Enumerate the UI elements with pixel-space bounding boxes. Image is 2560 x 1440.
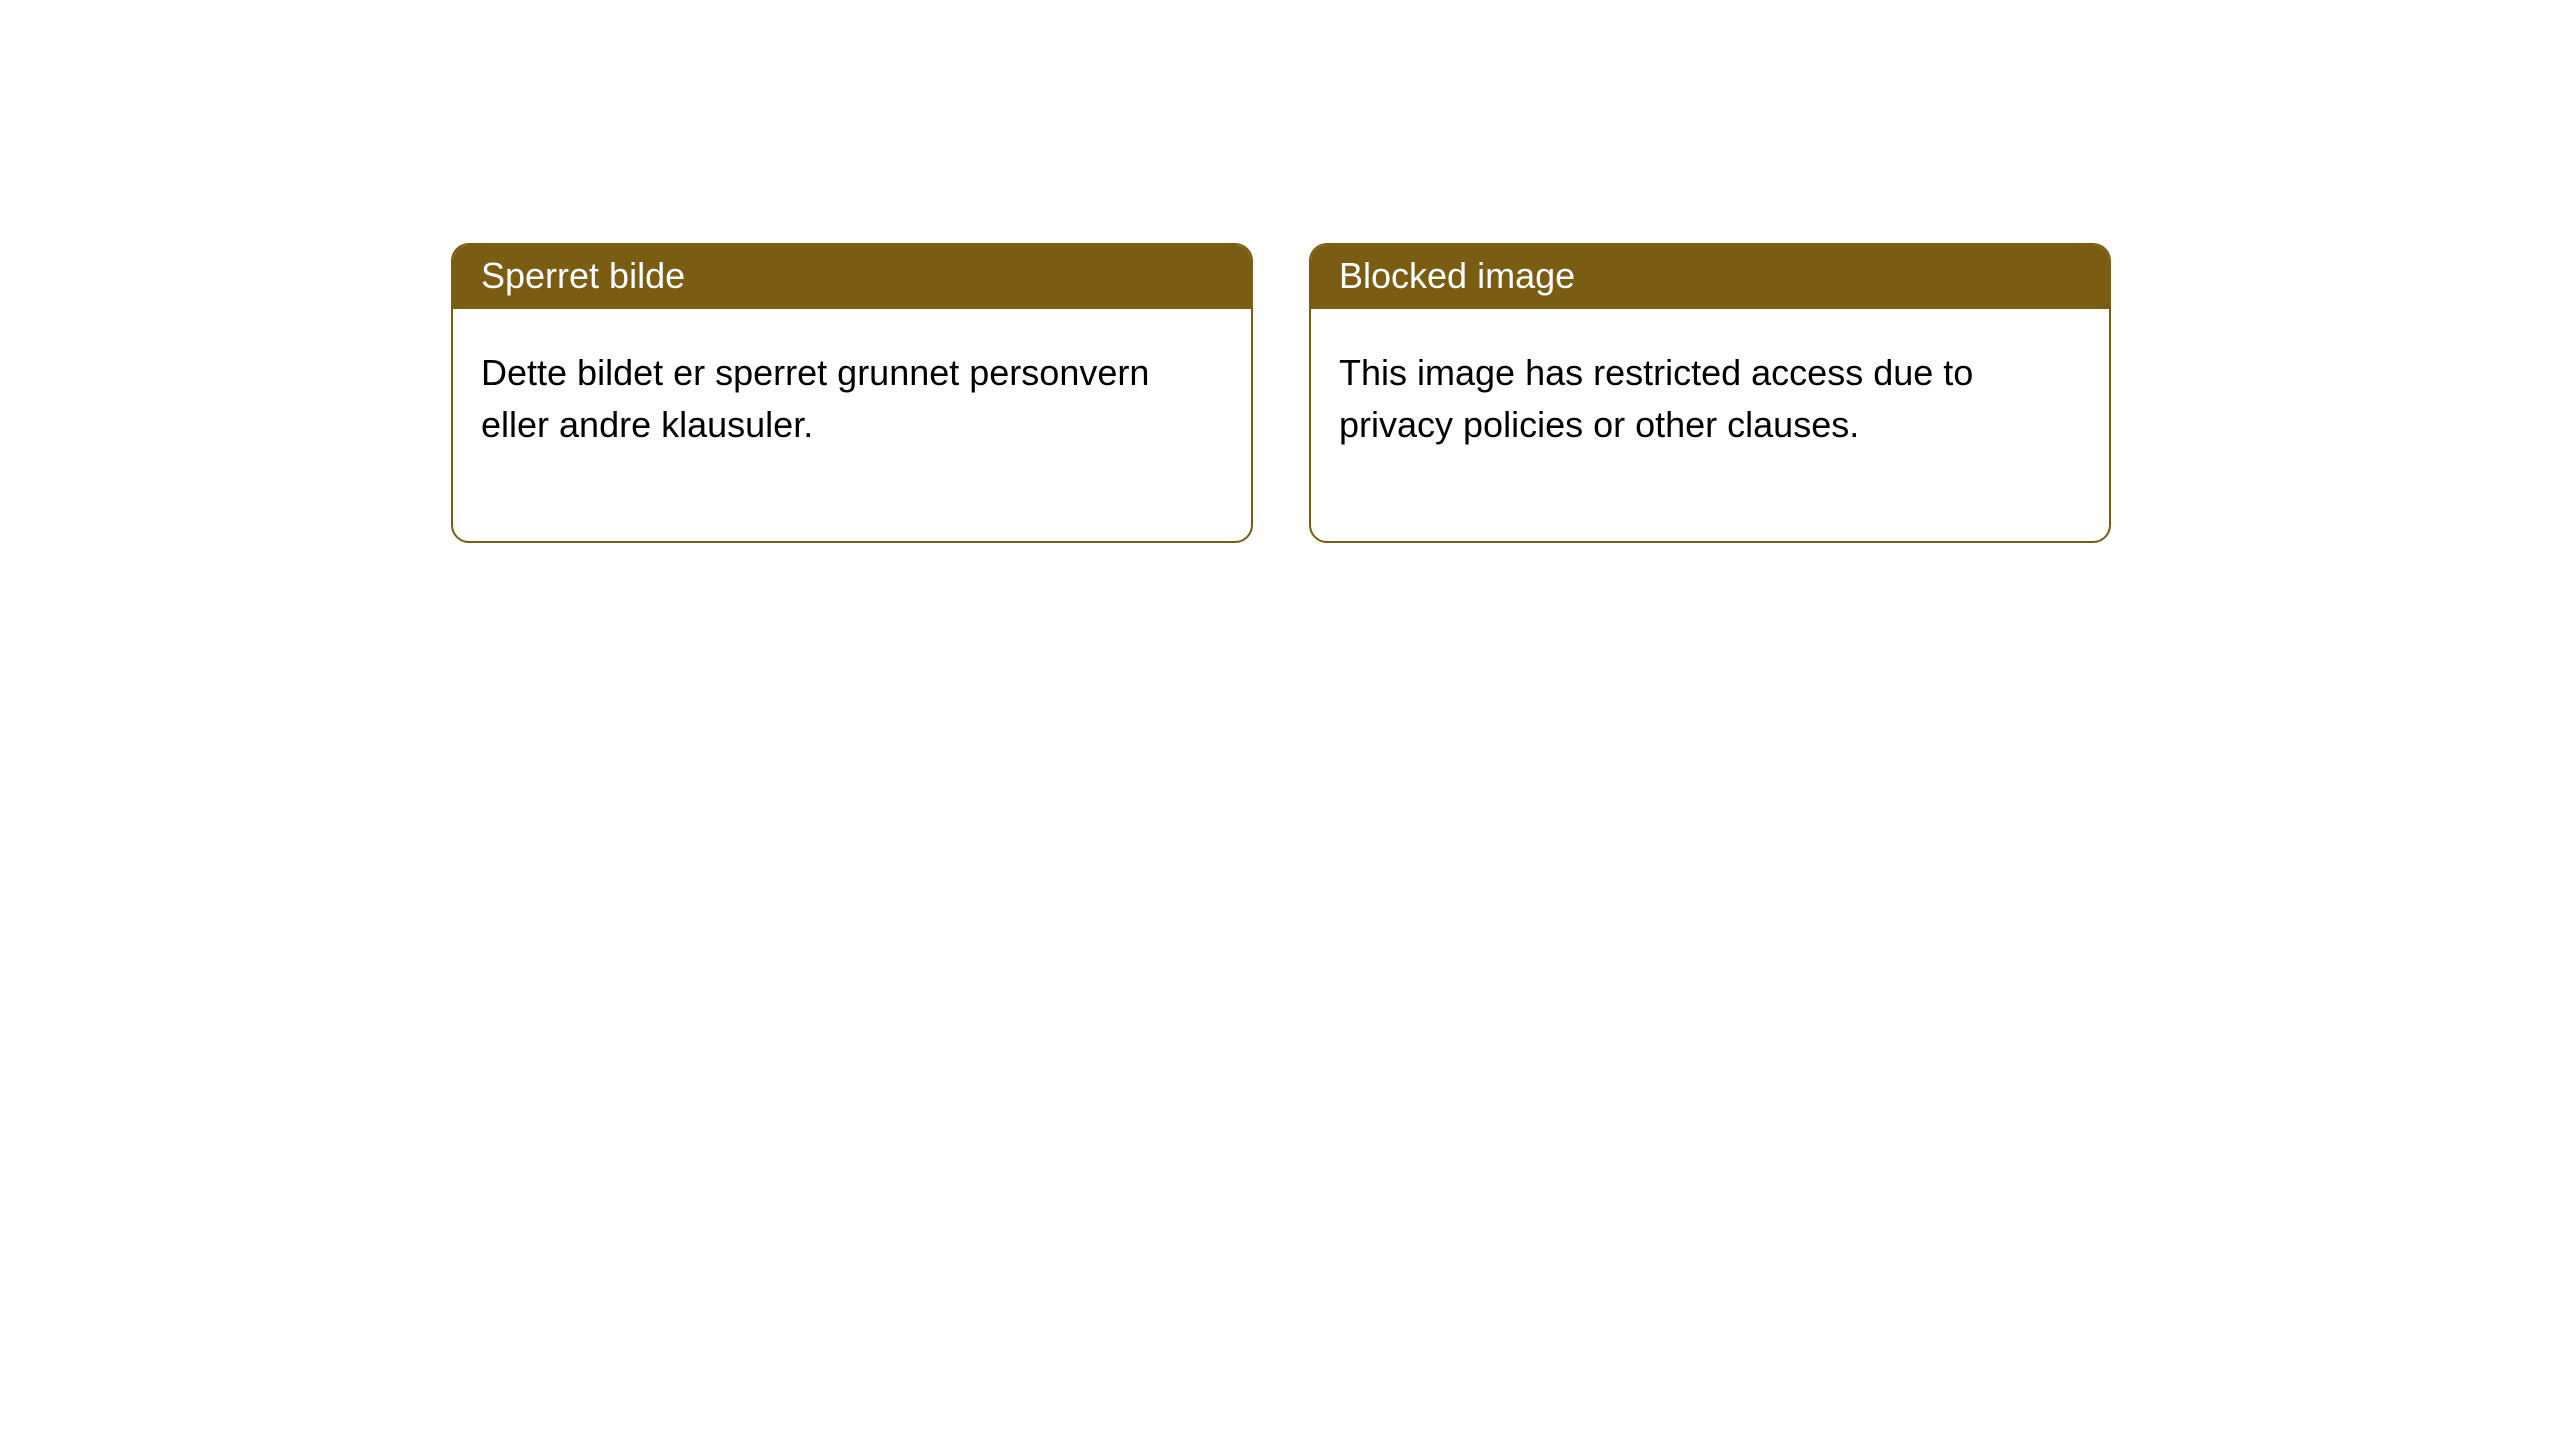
card-title: Blocked image: [1339, 255, 1575, 296]
blocked-image-card-en: Blocked image This image has restricted …: [1309, 243, 2111, 543]
card-title: Sperret bilde: [481, 255, 685, 296]
card-body-text: Dette bildet er sperret grunnet personve…: [481, 352, 1149, 445]
card-body-text: This image has restricted access due to …: [1339, 352, 1973, 445]
card-header: Blocked image: [1311, 245, 2109, 309]
notice-container: Sperret bilde Dette bildet er sperret gr…: [0, 0, 2560, 543]
blocked-image-card-no: Sperret bilde Dette bildet er sperret gr…: [451, 243, 1253, 543]
card-body: This image has restricted access due to …: [1311, 309, 2109, 541]
card-body: Dette bildet er sperret grunnet personve…: [453, 309, 1251, 541]
card-header: Sperret bilde: [453, 245, 1251, 309]
